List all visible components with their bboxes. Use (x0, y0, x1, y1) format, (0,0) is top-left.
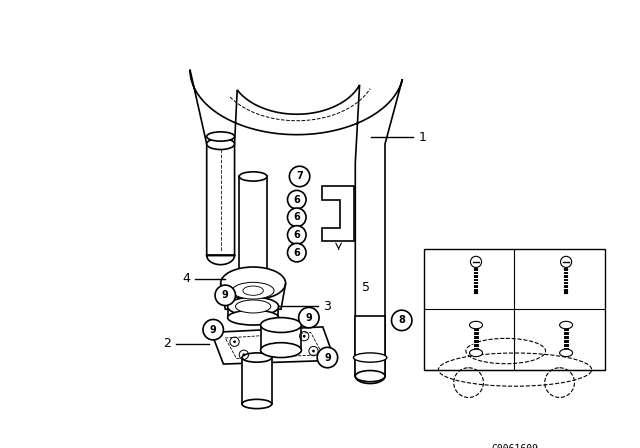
Circle shape (470, 256, 481, 267)
Polygon shape (228, 306, 278, 318)
Ellipse shape (353, 353, 387, 362)
Ellipse shape (239, 293, 267, 302)
Circle shape (287, 243, 306, 262)
Text: 9: 9 (534, 274, 542, 284)
Circle shape (289, 166, 310, 187)
Text: 9: 9 (324, 353, 331, 362)
Circle shape (561, 256, 572, 267)
Circle shape (215, 285, 236, 306)
Polygon shape (322, 186, 355, 241)
Circle shape (392, 310, 412, 331)
Ellipse shape (228, 297, 278, 316)
Text: 6: 6 (293, 230, 300, 240)
Ellipse shape (243, 286, 263, 295)
Ellipse shape (470, 349, 483, 357)
Ellipse shape (228, 310, 278, 325)
Ellipse shape (242, 399, 272, 409)
Ellipse shape (207, 132, 235, 141)
Circle shape (287, 190, 306, 209)
Text: 8: 8 (445, 274, 452, 284)
Ellipse shape (242, 353, 272, 362)
Text: 3: 3 (323, 300, 332, 313)
Text: 4: 4 (182, 272, 190, 285)
Polygon shape (242, 358, 272, 404)
Text: C0061609: C0061609 (492, 444, 538, 448)
Polygon shape (424, 249, 605, 370)
Text: 9: 9 (222, 290, 228, 300)
Ellipse shape (559, 321, 573, 329)
Text: 7: 7 (534, 334, 542, 344)
Text: 9: 9 (305, 313, 312, 323)
Circle shape (317, 347, 338, 368)
Ellipse shape (236, 300, 271, 313)
Text: 2: 2 (163, 337, 171, 350)
Circle shape (233, 340, 236, 343)
Text: 6: 6 (293, 195, 300, 205)
Circle shape (312, 349, 315, 353)
Text: 6: 6 (293, 212, 300, 222)
Ellipse shape (239, 172, 267, 181)
Circle shape (243, 353, 245, 356)
Circle shape (287, 226, 306, 244)
Text: 5: 5 (362, 281, 371, 294)
Text: 9: 9 (210, 325, 216, 335)
Polygon shape (355, 316, 385, 376)
Text: 7: 7 (296, 172, 303, 181)
Circle shape (287, 208, 306, 227)
Circle shape (303, 335, 306, 338)
Circle shape (299, 307, 319, 328)
Ellipse shape (260, 343, 301, 358)
Ellipse shape (207, 138, 235, 150)
Polygon shape (190, 69, 403, 383)
Ellipse shape (559, 349, 573, 357)
Polygon shape (239, 177, 267, 297)
Text: 6: 6 (293, 248, 300, 258)
Polygon shape (211, 327, 335, 364)
Circle shape (203, 319, 223, 340)
Ellipse shape (221, 267, 285, 300)
Ellipse shape (260, 318, 301, 332)
Polygon shape (260, 325, 301, 350)
Ellipse shape (232, 282, 274, 299)
Ellipse shape (470, 321, 483, 329)
Text: 6: 6 (445, 334, 452, 344)
Ellipse shape (355, 370, 385, 382)
Text: 1: 1 (418, 131, 426, 144)
Text: 8: 8 (398, 315, 405, 325)
